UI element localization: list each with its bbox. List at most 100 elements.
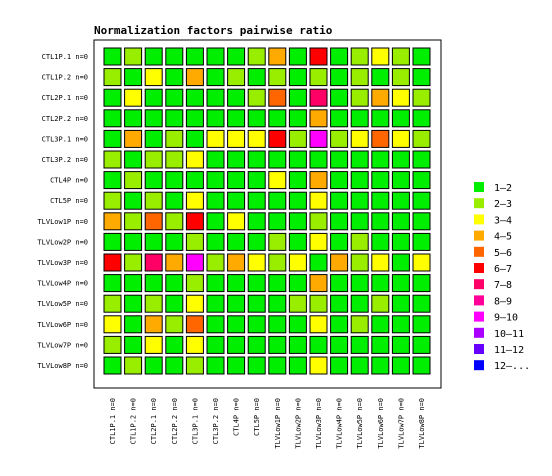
- heatmap-cell: [350, 68, 369, 87]
- heatmap-cell: [288, 150, 307, 169]
- heatmap-cell: [309, 335, 328, 354]
- heatmap-cell: [185, 68, 204, 87]
- heatmap-cell: [412, 88, 431, 107]
- heatmap-cell: [391, 47, 410, 66]
- column-label: TLVLow4P n=0: [336, 398, 344, 449]
- heatmap-cell: [185, 232, 204, 251]
- row-label: TLVLow7P n=0: [37, 341, 88, 349]
- heatmap-cell: [288, 191, 307, 210]
- heatmap-cell: [185, 335, 204, 354]
- legend-swatch: [474, 279, 484, 290]
- heatmap-cell: [309, 294, 328, 313]
- heatmap-cell: [124, 109, 143, 128]
- legend: 1–2 2–3 3–4 4–5 5–6 6–7 7–8 8–9 9–10 10–11 11–12 12…: [474, 182, 530, 372]
- heatmap-cell: [206, 191, 225, 210]
- heatmap-cell: [330, 129, 349, 148]
- heatmap-cell: [103, 47, 122, 66]
- legend-swatch: [474, 360, 484, 371]
- heatmap-cell: [350, 294, 369, 313]
- heatmap-cell: [206, 335, 225, 354]
- row-label: TLVLow1P n=0: [37, 218, 88, 226]
- heatmap-cell: [165, 315, 184, 334]
- heatmap-cell: [309, 150, 328, 169]
- heatmap-cell: [350, 88, 369, 107]
- heatmap-cell: [391, 315, 410, 334]
- heatmap-cell: [165, 356, 184, 375]
- legend-swatch: [474, 230, 484, 241]
- heatmap-cell: [247, 88, 266, 107]
- heatmap-cell: [330, 150, 349, 169]
- row-labels: CTL1P.1 n=0 CTL1P.2 n=0 CTL2P.1 n=0 CTL2P.2…: [37, 53, 88, 370]
- legend-swatch: [474, 327, 484, 338]
- heatmap-cell: [103, 88, 122, 107]
- heatmap-cell: [412, 335, 431, 354]
- heatmap-cell: [288, 129, 307, 148]
- heatmap-cell: [165, 294, 184, 313]
- chart-title: Normalization factors pairwise ratio: [94, 24, 333, 37]
- heatmap-cell: [103, 68, 122, 87]
- column-label: TLVLow7P n=0: [397, 398, 405, 449]
- heatmap-cell: [185, 294, 204, 313]
- heatmap-cell: [350, 356, 369, 375]
- heatmap-cell: [309, 212, 328, 231]
- legend-label: 1–2: [494, 183, 512, 194]
- heatmap-cell: [350, 150, 369, 169]
- heatmap-cell: [185, 150, 204, 169]
- heatmap-cell: [247, 274, 266, 293]
- heatmap-cell: [391, 191, 410, 210]
- heatmap-cell: [288, 274, 307, 293]
- heatmap-cell: [330, 191, 349, 210]
- heatmap-cell: [371, 335, 390, 354]
- heatmap-cell: [165, 150, 184, 169]
- legend-label: 5–6: [494, 248, 512, 259]
- heatmap-cell: [247, 356, 266, 375]
- heatmap-cell: [247, 109, 266, 128]
- heatmap-cell: [371, 47, 390, 66]
- legend-swatch: [474, 295, 484, 306]
- heatmap-cell: [288, 356, 307, 375]
- heatmap-cell: [309, 315, 328, 334]
- heatmap-cell: [412, 315, 431, 334]
- heatmap-cell: [288, 212, 307, 231]
- heatmap-cell: [309, 356, 328, 375]
- heatmap-cell: [227, 294, 246, 313]
- heatmap-cell: [124, 253, 143, 272]
- heatmap-cell: [103, 274, 122, 293]
- heatmap-cell: [391, 68, 410, 87]
- column-label: CTL1P.2 n=0: [130, 398, 138, 444]
- heatmap-cell: [144, 356, 163, 375]
- heatmap-cell: [330, 68, 349, 87]
- row-label: CTL1P.1 n=0: [42, 53, 88, 61]
- heatmap-cell: [206, 68, 225, 87]
- heatmap-cell: [268, 47, 287, 66]
- heatmap-cell: [350, 212, 369, 231]
- heatmap-cell: [309, 274, 328, 293]
- heatmap-cell: [227, 212, 246, 231]
- heatmap-cell: [330, 212, 349, 231]
- legend-label: 9–10: [494, 313, 518, 324]
- row-label: CTL4P n=0: [50, 177, 88, 185]
- heatmap-cell: [144, 171, 163, 190]
- heatmap-cell: [391, 232, 410, 251]
- heatmap-cell: [350, 171, 369, 190]
- heatmap-cell: [371, 253, 390, 272]
- heatmap-cell: [268, 88, 287, 107]
- heatmap-cell: [227, 68, 246, 87]
- heatmap-cell: [227, 171, 246, 190]
- heatmap-cell: [412, 253, 431, 272]
- heatmap-cell: [412, 171, 431, 190]
- heatmap-cell: [227, 274, 246, 293]
- heatmap-cell: [288, 47, 307, 66]
- heatmap-cell: [371, 232, 390, 251]
- heatmap-cell: [268, 253, 287, 272]
- heatmap-cell: [247, 294, 266, 313]
- heatmap-cell: [268, 150, 287, 169]
- heatmap-cell: [124, 88, 143, 107]
- heatmap-cell: [124, 171, 143, 190]
- heatmap-cell: [330, 356, 349, 375]
- heatmap-cell: [330, 315, 349, 334]
- heatmap-cell: [103, 171, 122, 190]
- legend-label: 6–7: [494, 264, 512, 275]
- heatmap-cell: [309, 68, 328, 87]
- heatmap-cell: [391, 150, 410, 169]
